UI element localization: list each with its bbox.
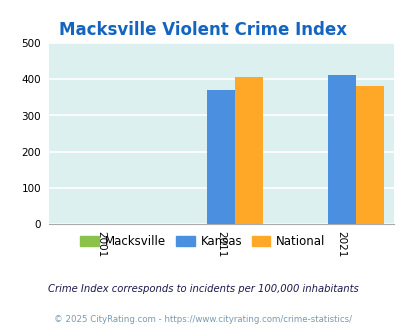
Text: © 2025 CityRating.com - https://www.cityrating.com/crime-statistics/: © 2025 CityRating.com - https://www.city… [54,315,351,324]
Bar [235,77,263,224]
Text: Macksville Violent Crime Index: Macksville Violent Crime Index [59,21,346,39]
Bar [207,90,235,224]
Bar [355,86,383,224]
Bar [327,75,355,224]
Legend: Macksville, Kansas, National: Macksville, Kansas, National [75,231,330,253]
Text: Crime Index corresponds to incidents per 100,000 inhabitants: Crime Index corresponds to incidents per… [47,284,358,294]
